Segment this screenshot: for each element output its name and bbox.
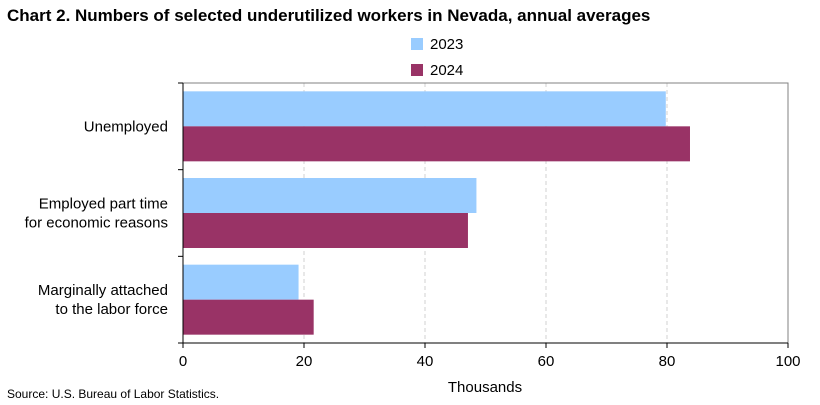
category-label-2: Marginally attached to the labor force [38, 282, 168, 318]
legend-swatch-2023 [411, 38, 423, 50]
category-label-line: Employed part time [39, 196, 168, 213]
legend-swatch-2024 [411, 64, 423, 76]
bar-2023-2 [183, 264, 299, 300]
bar-2024-2 [183, 299, 314, 335]
x-tick-label-20: 20 [296, 353, 313, 370]
x-tick-label-80: 80 [659, 353, 676, 370]
source-note: Source: U.S. Bureau of Labor Statistics. [7, 387, 220, 401]
x-tick-label-100: 100 [775, 353, 800, 370]
bar-2024-1 [183, 213, 468, 248]
x-tick-label-0: 0 [179, 353, 187, 370]
x-tick-label-40: 40 [417, 353, 434, 370]
legend-label-2024: 2024 [430, 62, 463, 79]
category-label-line: Unemployed [84, 118, 168, 135]
category-label-line: for economic reasons [25, 215, 168, 232]
x-axis-title: Thousands [448, 379, 522, 396]
x-tick-label-60: 60 [538, 353, 555, 370]
category-label-1: Employed part time for economic reasons [25, 196, 168, 232]
category-labels: Unemployed Employed part time for economic… [25, 118, 168, 318]
category-label-line: Marginally attached [38, 282, 168, 299]
chart-title: Chart 2. Numbers of selected underutiliz… [7, 6, 651, 25]
legend-label-2023: 2023 [430, 36, 463, 53]
bar-2023-0 [183, 91, 666, 127]
x-tick-labels: 0 20 40 60 80 100 [179, 353, 801, 370]
category-label-0: Unemployed [84, 118, 168, 135]
legend: 2023 2024 [411, 36, 463, 79]
bar-2023-1 [183, 178, 477, 213]
bar-2024-0 [183, 126, 690, 162]
axes [178, 82, 789, 348]
category-label-line: to the labor force [55, 301, 168, 318]
bars [183, 91, 690, 335]
